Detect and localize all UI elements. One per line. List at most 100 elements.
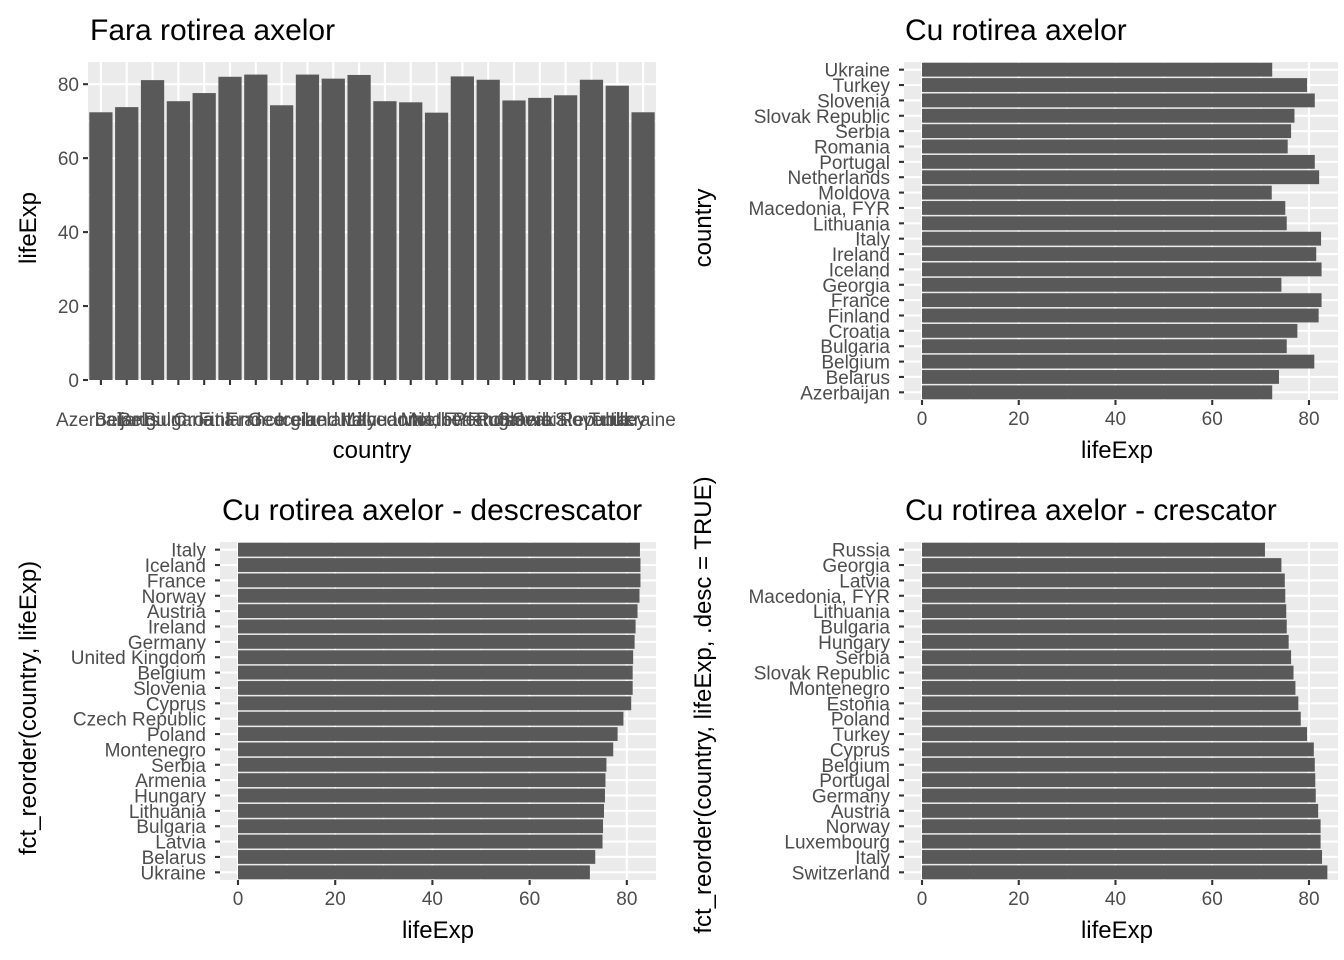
bar-serbia (528, 97, 552, 381)
bar-montenegro (238, 742, 614, 757)
bar-ukraine (238, 865, 590, 880)
bar-moldova (922, 185, 1272, 200)
x-tick-label: 60 (1202, 889, 1223, 910)
x-tick-label: Ireland (304, 410, 362, 431)
bar-italy (347, 74, 371, 380)
bar-slovenia (922, 93, 1315, 108)
x-tick-label: Turkey (589, 410, 647, 431)
x-axis-title: lifeExp (1081, 437, 1153, 464)
bar-austria (922, 803, 1319, 818)
bar-austria (238, 604, 638, 619)
bar-lithuania (373, 101, 397, 381)
bar-belgium (922, 354, 1315, 369)
y-tick-label: Norway (142, 587, 207, 608)
y-tick-label: Germany (812, 787, 891, 808)
x-tick-label: 60 (1202, 409, 1223, 430)
y-tick-label: Georgia (822, 276, 890, 297)
bar-serbia (922, 124, 1292, 139)
bar-bulgaria (166, 101, 190, 381)
bar-azerbaijan (89, 112, 113, 381)
bar-lithuania (922, 216, 1287, 231)
bars (922, 62, 1322, 400)
y-tick-label: Belgium (137, 664, 206, 685)
bar-hungary (922, 634, 1289, 649)
x-axis-title: lifeExp (1081, 917, 1153, 944)
bar-armenia (238, 773, 606, 788)
x-tick-label: Portugal (453, 410, 524, 431)
y-tick-label: Netherlands (788, 168, 890, 189)
x-axis-ticks: 0 20 40 60 80 (917, 880, 1320, 910)
y-tick-label: Portugal (819, 771, 890, 792)
bars (89, 74, 655, 381)
y-tick-label: Lithuania (813, 214, 891, 235)
x-tick-label: Belgium (118, 410, 187, 431)
panel-descending-bar-chart: UkraineBelarusLatviaBulgariaLithuaniaHun… (15, 541, 656, 944)
y-tick-label: 80 (58, 75, 79, 96)
y-tick-label: Finland (828, 307, 890, 328)
x-tick-label: Finland (199, 410, 261, 431)
y-tick-label: Serbia (151, 756, 206, 777)
x-tick-label: Georgia (248, 410, 316, 431)
y-axis-ticks: 0 20 40 60 80 (58, 75, 88, 392)
bar-moldova (424, 112, 449, 380)
bar-azerbaijan (922, 385, 1273, 400)
bar-slovenia (579, 79, 604, 380)
panel-ascending-bar-chart: SwitzerlandItalyLuxembourgNorwayAustriaG… (748, 494, 1338, 944)
x-axis-ticks: 0 20 40 60 80 (917, 400, 1320, 430)
y-tick-label: Slovak Republic (754, 664, 890, 685)
bar-france (244, 74, 268, 381)
bar-slovak-republic (554, 95, 578, 381)
x-tick-label: 20 (1008, 889, 1029, 910)
bar-slovak-republic (922, 108, 1295, 123)
bar-belgium (140, 80, 165, 381)
bar-norway (238, 588, 640, 603)
bar-germany (238, 634, 635, 649)
bar-iceland (295, 74, 320, 381)
y-tick-label: Georgia (822, 556, 890, 577)
bar-belgium (922, 757, 1315, 772)
panel-vertical-bar-chart: 0 20 40 60 80 AzerbaijanBelarusBelgiumBulgar… (15, 14, 676, 464)
bar-bulgaria (922, 339, 1287, 354)
y-tick-label: Bulgaria (136, 817, 206, 838)
bar-romania (922, 139, 1288, 154)
bar-france (922, 293, 1322, 308)
y-tick-label: Italy (171, 541, 206, 562)
panel-horizontal-bar-chart: AzerbaijanBelarusBelgiumBulgariaCroatiaF… (690, 14, 1338, 464)
y-tick-label: Belarus (142, 848, 206, 869)
bar-iceland (238, 558, 641, 572)
x-tick-label: Slovenia (555, 410, 628, 431)
bar-cyprus (922, 742, 1314, 757)
bar-montenegro (922, 681, 1296, 695)
bar-poland (922, 711, 1301, 726)
panel-title: Cu rotirea axelor (905, 14, 1127, 47)
y-tick-label: Iceland (829, 260, 890, 281)
bar-belarus (238, 850, 596, 864)
bar-estonia (922, 696, 1299, 711)
y-tick-label: Poland (831, 710, 890, 731)
x-tick-label: 80 (1298, 889, 1319, 910)
bar-macedonia-fyr (922, 201, 1286, 215)
x-tick-label: Iceland (277, 410, 338, 431)
y-tick-label: Belgium (821, 353, 890, 374)
bar-croatia (192, 93, 216, 381)
bar-turkey (922, 78, 1308, 92)
y-axis-ticks: AzerbaijanBelarusBelgiumBulgariaCroatiaF… (748, 61, 904, 404)
y-tick-label: Russia (832, 541, 891, 562)
y-tick-label: Moldova (818, 184, 890, 205)
y-tick-label: Romania (814, 138, 890, 159)
bar-norway (922, 819, 1321, 834)
x-tick-label: 40 (422, 889, 443, 910)
y-tick-label: Belarus (826, 368, 890, 389)
y-tick-label: Austria (147, 602, 207, 623)
y-axis-ticks: UkraineBelarusLatviaBulgariaLithuaniaHun… (71, 541, 220, 884)
bar-turkey (922, 727, 1308, 741)
x-axis-ticks: 0 20 40 60 80 (233, 880, 637, 910)
x-tick-label: Belarus (95, 410, 159, 431)
y-tick-label: Macedonia, FYR (748, 587, 890, 608)
bar-serbia (922, 650, 1292, 665)
y-tick-label: 20 (58, 297, 79, 318)
x-tick-label: Romania (476, 410, 552, 431)
bar-croatia (922, 323, 1298, 338)
y-tick-label: Iceland (145, 556, 206, 577)
